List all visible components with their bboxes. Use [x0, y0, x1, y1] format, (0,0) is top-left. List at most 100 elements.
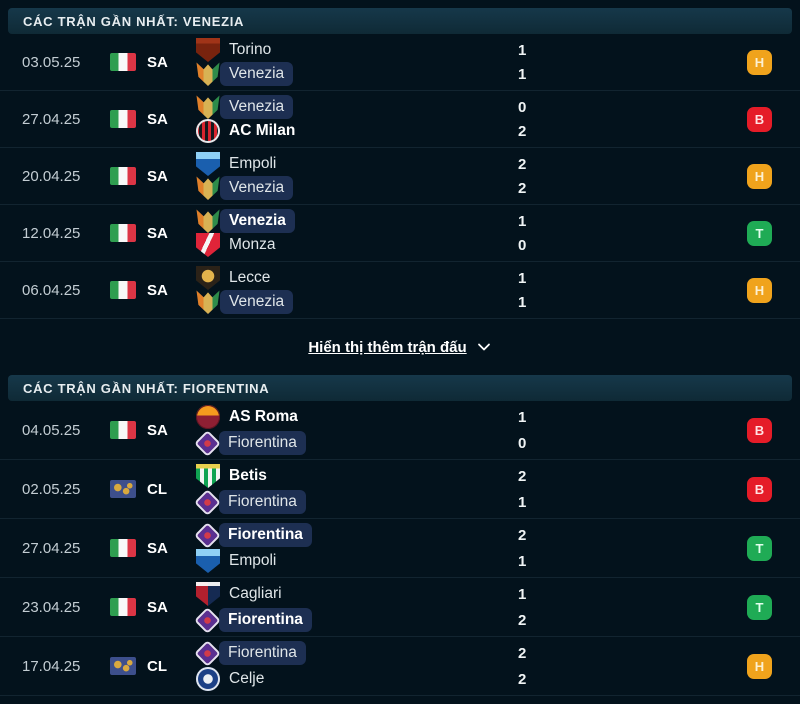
match-row[interactable]: 23.04.25 SA Cagliari Fiorentina 1 2 T: [0, 578, 800, 637]
match-row[interactable]: 02.05.25 CL Betis Fiorentina 2 1 B: [0, 460, 800, 519]
away-team-name: Fiorentina: [228, 493, 297, 510]
away-team-logo-icon: [194, 606, 221, 634]
home-team-pill[interactable]: Fiorentina: [219, 641, 306, 665]
home-team-logo-icon: [196, 405, 220, 429]
home-team-pill[interactable]: Venezia: [220, 209, 295, 233]
score-cell: 2 1: [518, 460, 540, 518]
home-team-name: Empoli: [229, 155, 277, 172]
competition-cell: SA: [110, 205, 196, 261]
match-row[interactable]: 20.04.25 SA Empoli Venezia 2 2 H: [0, 148, 800, 205]
competition-cell: SA: [110, 401, 196, 459]
away-score: 2: [518, 122, 527, 140]
home-team: Venezia: [196, 95, 518, 119]
home-team: AS Roma: [196, 405, 518, 429]
away-score: 2: [518, 611, 527, 629]
result-badge: H: [747, 653, 772, 679]
chevron-down-icon[interactable]: [476, 339, 492, 355]
home-team-pill[interactable]: Fiorentina: [219, 523, 312, 547]
home-team: Empoli: [196, 152, 518, 176]
result-cell: H: [747, 34, 772, 90]
home-score: 2: [518, 644, 527, 662]
home-team-logo-icon: [196, 266, 220, 290]
match-date: 23.04.25: [22, 598, 81, 616]
match-date: 20.04.25: [22, 167, 81, 185]
score-cell: 1 0: [518, 401, 540, 459]
score-cell: 1 1: [518, 262, 540, 318]
away-team-pill[interactable]: Celje: [220, 667, 273, 691]
competition-flag-icon: [110, 657, 136, 675]
away-team-pill[interactable]: Fiorentina: [219, 431, 306, 455]
competition-flag-icon: [110, 53, 136, 71]
competition-flag-icon: [110, 539, 136, 557]
match-row[interactable]: 06.04.25 SA Lecce Venezia 1 1 H: [0, 262, 800, 319]
match-row[interactable]: 27.04.25 SA Fiorentina Empoli 2 1 T: [0, 519, 800, 578]
match-date: 04.05.25: [22, 421, 81, 439]
home-team-name: Fiorentina: [228, 526, 303, 543]
away-team-pill[interactable]: Monza: [220, 233, 285, 257]
section-header-fiorentina: CÁC TRẬN GẦN NHẤT: FIORENTINA: [8, 375, 792, 401]
away-team: Monza: [196, 233, 518, 257]
competition-flag-icon: [110, 421, 136, 439]
home-team-logo-icon: [194, 639, 221, 667]
away-team-name: AC Milan: [229, 122, 296, 139]
away-team-pill[interactable]: Venezia: [220, 176, 294, 200]
away-team: Celje: [196, 667, 518, 691]
away-score: 0: [518, 236, 527, 254]
competition-code: SA: [147, 224, 168, 242]
match-row[interactable]: 03.05.25 SA Torino Venezia 1 1 H: [0, 34, 800, 91]
away-team: Venezia: [196, 62, 518, 86]
match-row[interactable]: 27.04.25 SA Venezia AC Milan 0 2 B: [0, 91, 800, 148]
result-cell: B: [747, 401, 772, 459]
home-team-pill[interactable]: Torino: [220, 38, 280, 62]
away-team-pill[interactable]: AC Milan: [220, 119, 304, 143]
home-team-logo-icon: [196, 209, 220, 233]
score-cell: 2 2: [518, 637, 540, 695]
competition-cell: CL: [110, 460, 196, 518]
section-header-venezia: CÁC TRẬN GẦN NHẤT: VENEZIA: [8, 8, 792, 34]
away-team-pill[interactable]: Empoli: [220, 549, 285, 573]
away-team-name: Empoli: [229, 552, 277, 569]
teams-cell: Venezia AC Milan: [196, 91, 518, 147]
away-team-pill[interactable]: Fiorentina: [219, 490, 306, 514]
result-cell: T: [747, 519, 772, 577]
away-score: 1: [518, 493, 527, 511]
away-team-pill[interactable]: Venezia: [220, 290, 294, 314]
away-score: 2: [518, 179, 527, 197]
home-team-name: Fiorentina: [228, 644, 297, 661]
result-badge: T: [747, 535, 772, 561]
home-team: Venezia: [196, 209, 518, 233]
competition-cell: SA: [110, 519, 196, 577]
away-team-logo-icon: [196, 233, 220, 257]
away-team-name: Venezia: [229, 179, 285, 196]
match-row[interactable]: 04.05.25 SA AS Roma Fiorentina 1 0 B: [0, 401, 800, 460]
home-team-pill[interactable]: Lecce: [220, 266, 279, 290]
match-date: 12.04.25: [22, 224, 81, 242]
result-cell: B: [747, 460, 772, 518]
match-row[interactable]: 17.04.25 CL Fiorentina Celje 2 2 H: [0, 637, 800, 696]
home-team: Torino: [196, 38, 518, 62]
away-team: Fiorentina: [194, 488, 518, 516]
away-team-name: Celje: [229, 670, 265, 687]
home-team-pill[interactable]: Empoli: [220, 152, 285, 176]
result-badge: B: [747, 106, 772, 132]
result-cell: B: [747, 91, 772, 147]
competition-cell: CL: [110, 637, 196, 695]
show-more-link[interactable]: Hiển thị thêm trận đấu: [308, 339, 491, 356]
away-team-name: Monza: [229, 236, 276, 253]
home-team-pill[interactable]: Cagliari: [220, 582, 291, 606]
away-team-name: Fiorentina: [228, 434, 297, 451]
home-team-pill[interactable]: AS Roma: [220, 405, 307, 429]
away-team-pill[interactable]: Venezia: [220, 62, 294, 86]
home-team-pill[interactable]: Venezia: [220, 95, 294, 119]
home-team-logo-icon: [196, 152, 220, 176]
home-team-pill[interactable]: Betis: [220, 464, 276, 488]
away-team-pill[interactable]: Fiorentina: [219, 608, 312, 632]
home-score: 1: [518, 212, 527, 230]
home-team-name: Venezia: [229, 212, 286, 229]
match-row[interactable]: 12.04.25 SA Venezia Monza 1 0 T: [0, 205, 800, 262]
competition-flag-icon: [110, 598, 136, 616]
home-team: Lecce: [196, 266, 518, 290]
home-team-logo-icon: [196, 464, 220, 488]
competition-code: SA: [147, 281, 168, 299]
home-team-name: Lecce: [229, 269, 271, 286]
